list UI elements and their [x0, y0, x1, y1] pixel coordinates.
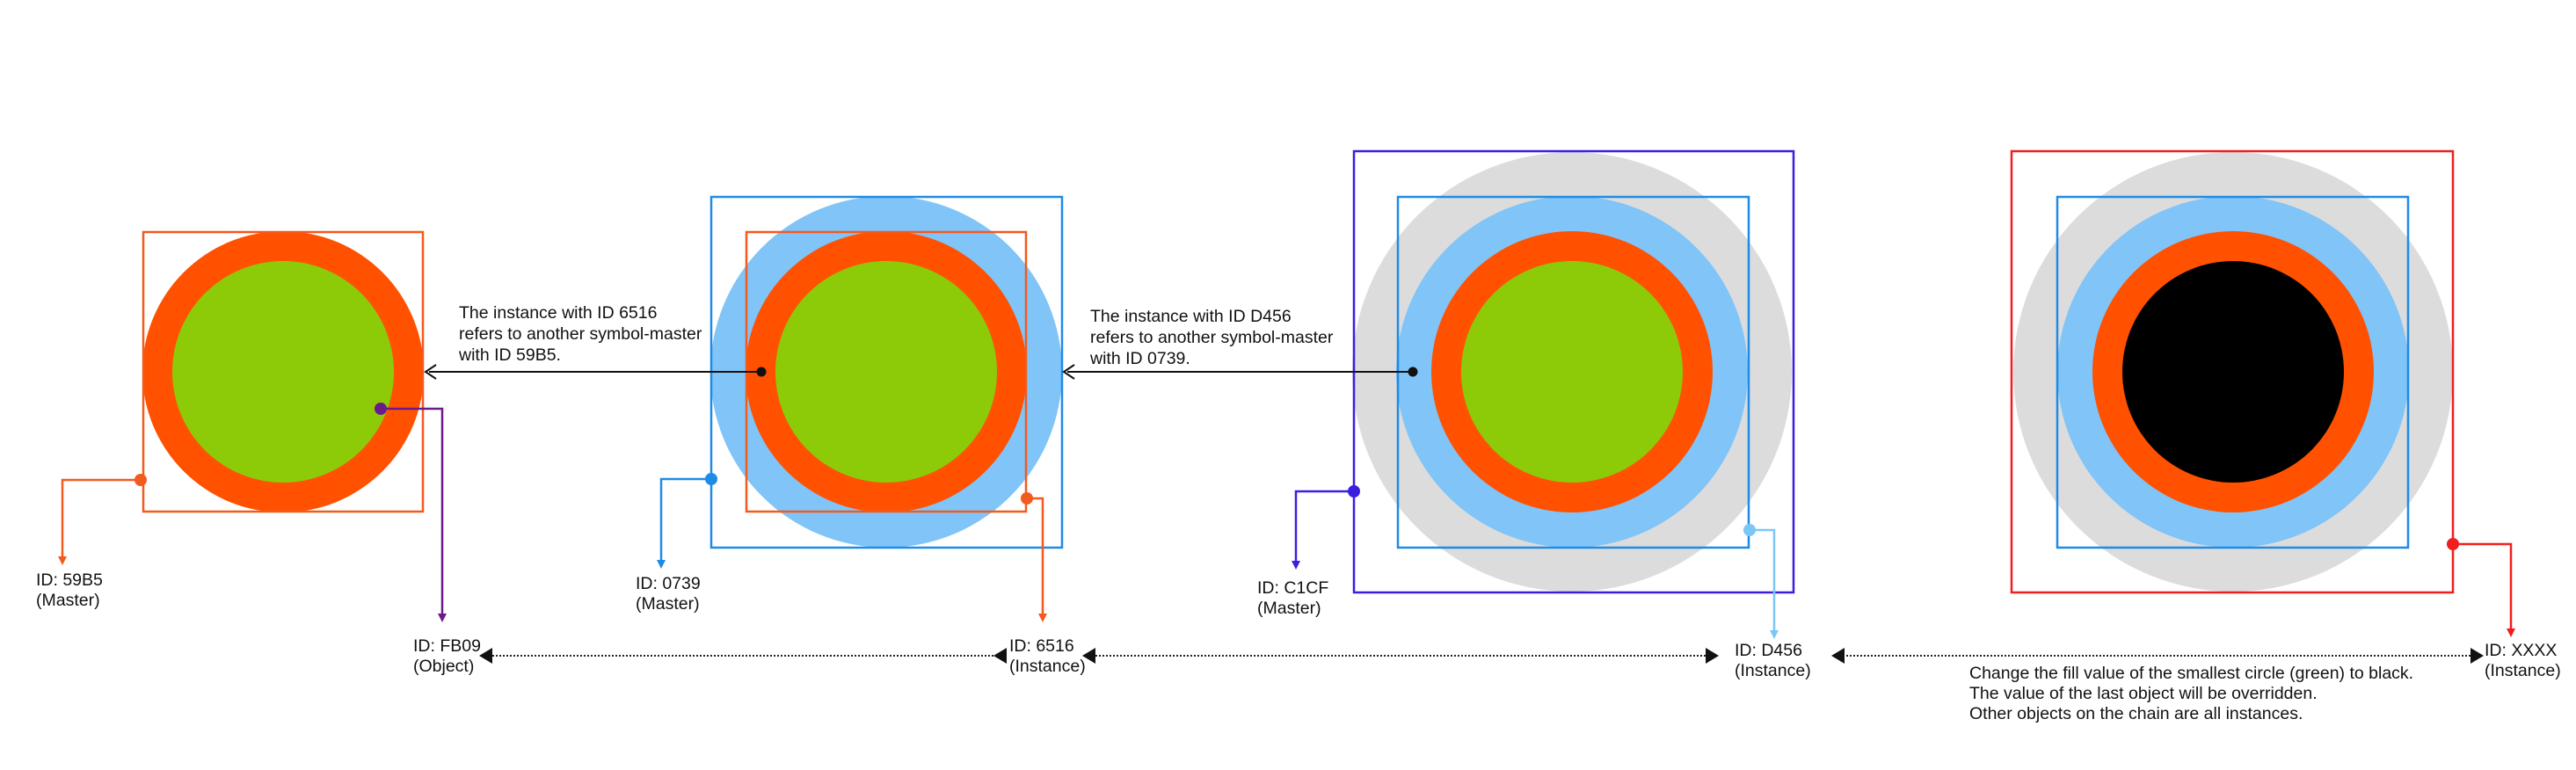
note-line: with ID 59B5.	[458, 345, 561, 365]
leader-dot	[375, 403, 387, 415]
black-circle	[2122, 261, 2344, 483]
leader-0739	[657, 473, 717, 569]
leader-line	[381, 407, 447, 622]
label-c1cf: ID: C1CF (Master)	[1257, 578, 1328, 618]
reference-arrow-6516-to-59b5	[424, 364, 767, 380]
node-role: (Instance)	[1735, 661, 1811, 680]
chain-arrowhead	[1706, 648, 1719, 664]
note-line: The instance with ID D456	[1090, 307, 1292, 326]
label-xxxx: ID: XXXX (Instance)	[2485, 641, 2561, 680]
reference-arrowhead	[1062, 364, 1075, 380]
node-id: ID: 6516	[1009, 636, 1074, 656]
leader-line	[657, 477, 711, 569]
reference-dot	[756, 367, 767, 377]
chain-arrowhead	[479, 648, 492, 664]
node-id: ID: FB09	[413, 636, 481, 656]
chain-arrowhead	[2470, 648, 2484, 664]
leader-dot	[2447, 538, 2459, 550]
node-id: ID: XXXX	[2485, 641, 2557, 660]
symbol-xxxx	[2010, 149, 2455, 594]
note-line: The value of the last object will be ove…	[1969, 684, 2318, 703]
node-id: ID: 0739	[636, 574, 701, 593]
master-59b5-bounds	[142, 230, 425, 513]
leader-line	[1027, 497, 1047, 622]
instance-xxxx-bounds	[2010, 149, 2455, 594]
node-role: (Instance)	[1009, 657, 1086, 676]
note-ref-6516: The instance with ID 6516 refers to anot…	[458, 303, 702, 365]
node-id: ID: C1CF	[1257, 578, 1328, 598]
note-line: refers to another symbol-master	[1090, 328, 1334, 347]
reference-arrow-d456-to-0739	[1062, 364, 1418, 380]
chain-arrowhead	[1831, 648, 1845, 664]
reference-arrowhead	[424, 364, 437, 380]
chain-arrowhead	[1082, 648, 1095, 664]
label-fb09: ID: FB09 (Object)	[413, 636, 481, 676]
leader-line	[1750, 528, 1779, 639]
note-line: with ID 0739.	[1089, 349, 1190, 368]
d456-bounds-in-xxxx	[2056, 195, 2410, 549]
green-circle	[775, 261, 997, 483]
leader-line	[1292, 490, 1354, 570]
label-d456: ID: D456 (Instance)	[1735, 641, 1811, 680]
leader-59b5	[58, 474, 147, 565]
symbol-0739	[709, 195, 1064, 549]
symbol-59b5	[142, 230, 425, 513]
chain-arrowhead	[993, 648, 1007, 664]
node-role: (Master)	[1257, 599, 1321, 618]
leader-dot	[1021, 492, 1033, 505]
reference-dot	[1408, 367, 1418, 377]
leader-dot	[1348, 485, 1360, 498]
note-ref-d456: The instance with ID D456 refers to anot…	[1089, 307, 1334, 368]
label-59b5: ID: 59B5 (Master)	[36, 570, 103, 610]
leader-d456	[1743, 524, 1779, 639]
leader-c1cf	[1292, 485, 1360, 570]
note-override: Change the fill value of the smallest ci…	[1969, 664, 2413, 723]
chain-d456-to-6516	[1082, 648, 1719, 664]
chain-6516-to-fb09	[479, 648, 1007, 664]
node-role: (Instance)	[2485, 661, 2561, 680]
note-line: The instance with ID 6516	[459, 303, 657, 323]
node-role: (Master)	[636, 594, 700, 614]
leader-6516	[1021, 492, 1047, 622]
chain-xxxx-to-d456	[1831, 648, 2484, 664]
label-0739: ID: 0739 (Master)	[636, 574, 701, 614]
green-circle	[1461, 261, 1683, 483]
leader-dot	[135, 474, 147, 486]
leader-xxxx	[2447, 538, 2515, 637]
symbol-c1cf	[1352, 149, 1795, 594]
label-6516: ID: 6516 (Instance)	[1009, 636, 1086, 676]
leader-fb09	[375, 403, 447, 622]
leader-dot	[1743, 524, 1756, 536]
note-line: refers to another symbol-master	[459, 324, 702, 344]
note-line: Change the fill value of the smallest ci…	[1969, 664, 2413, 683]
leader-dot	[705, 473, 717, 485]
leader-line	[58, 478, 141, 565]
node-id: ID: D456	[1735, 641, 1802, 660]
node-role: (Master)	[36, 591, 100, 610]
leader-line	[2453, 542, 2515, 637]
note-line: Other objects on the chain are all insta…	[1969, 704, 2303, 723]
node-role: (Object)	[413, 657, 474, 676]
node-id: ID: 59B5	[36, 570, 103, 590]
green-circle	[172, 261, 394, 483]
